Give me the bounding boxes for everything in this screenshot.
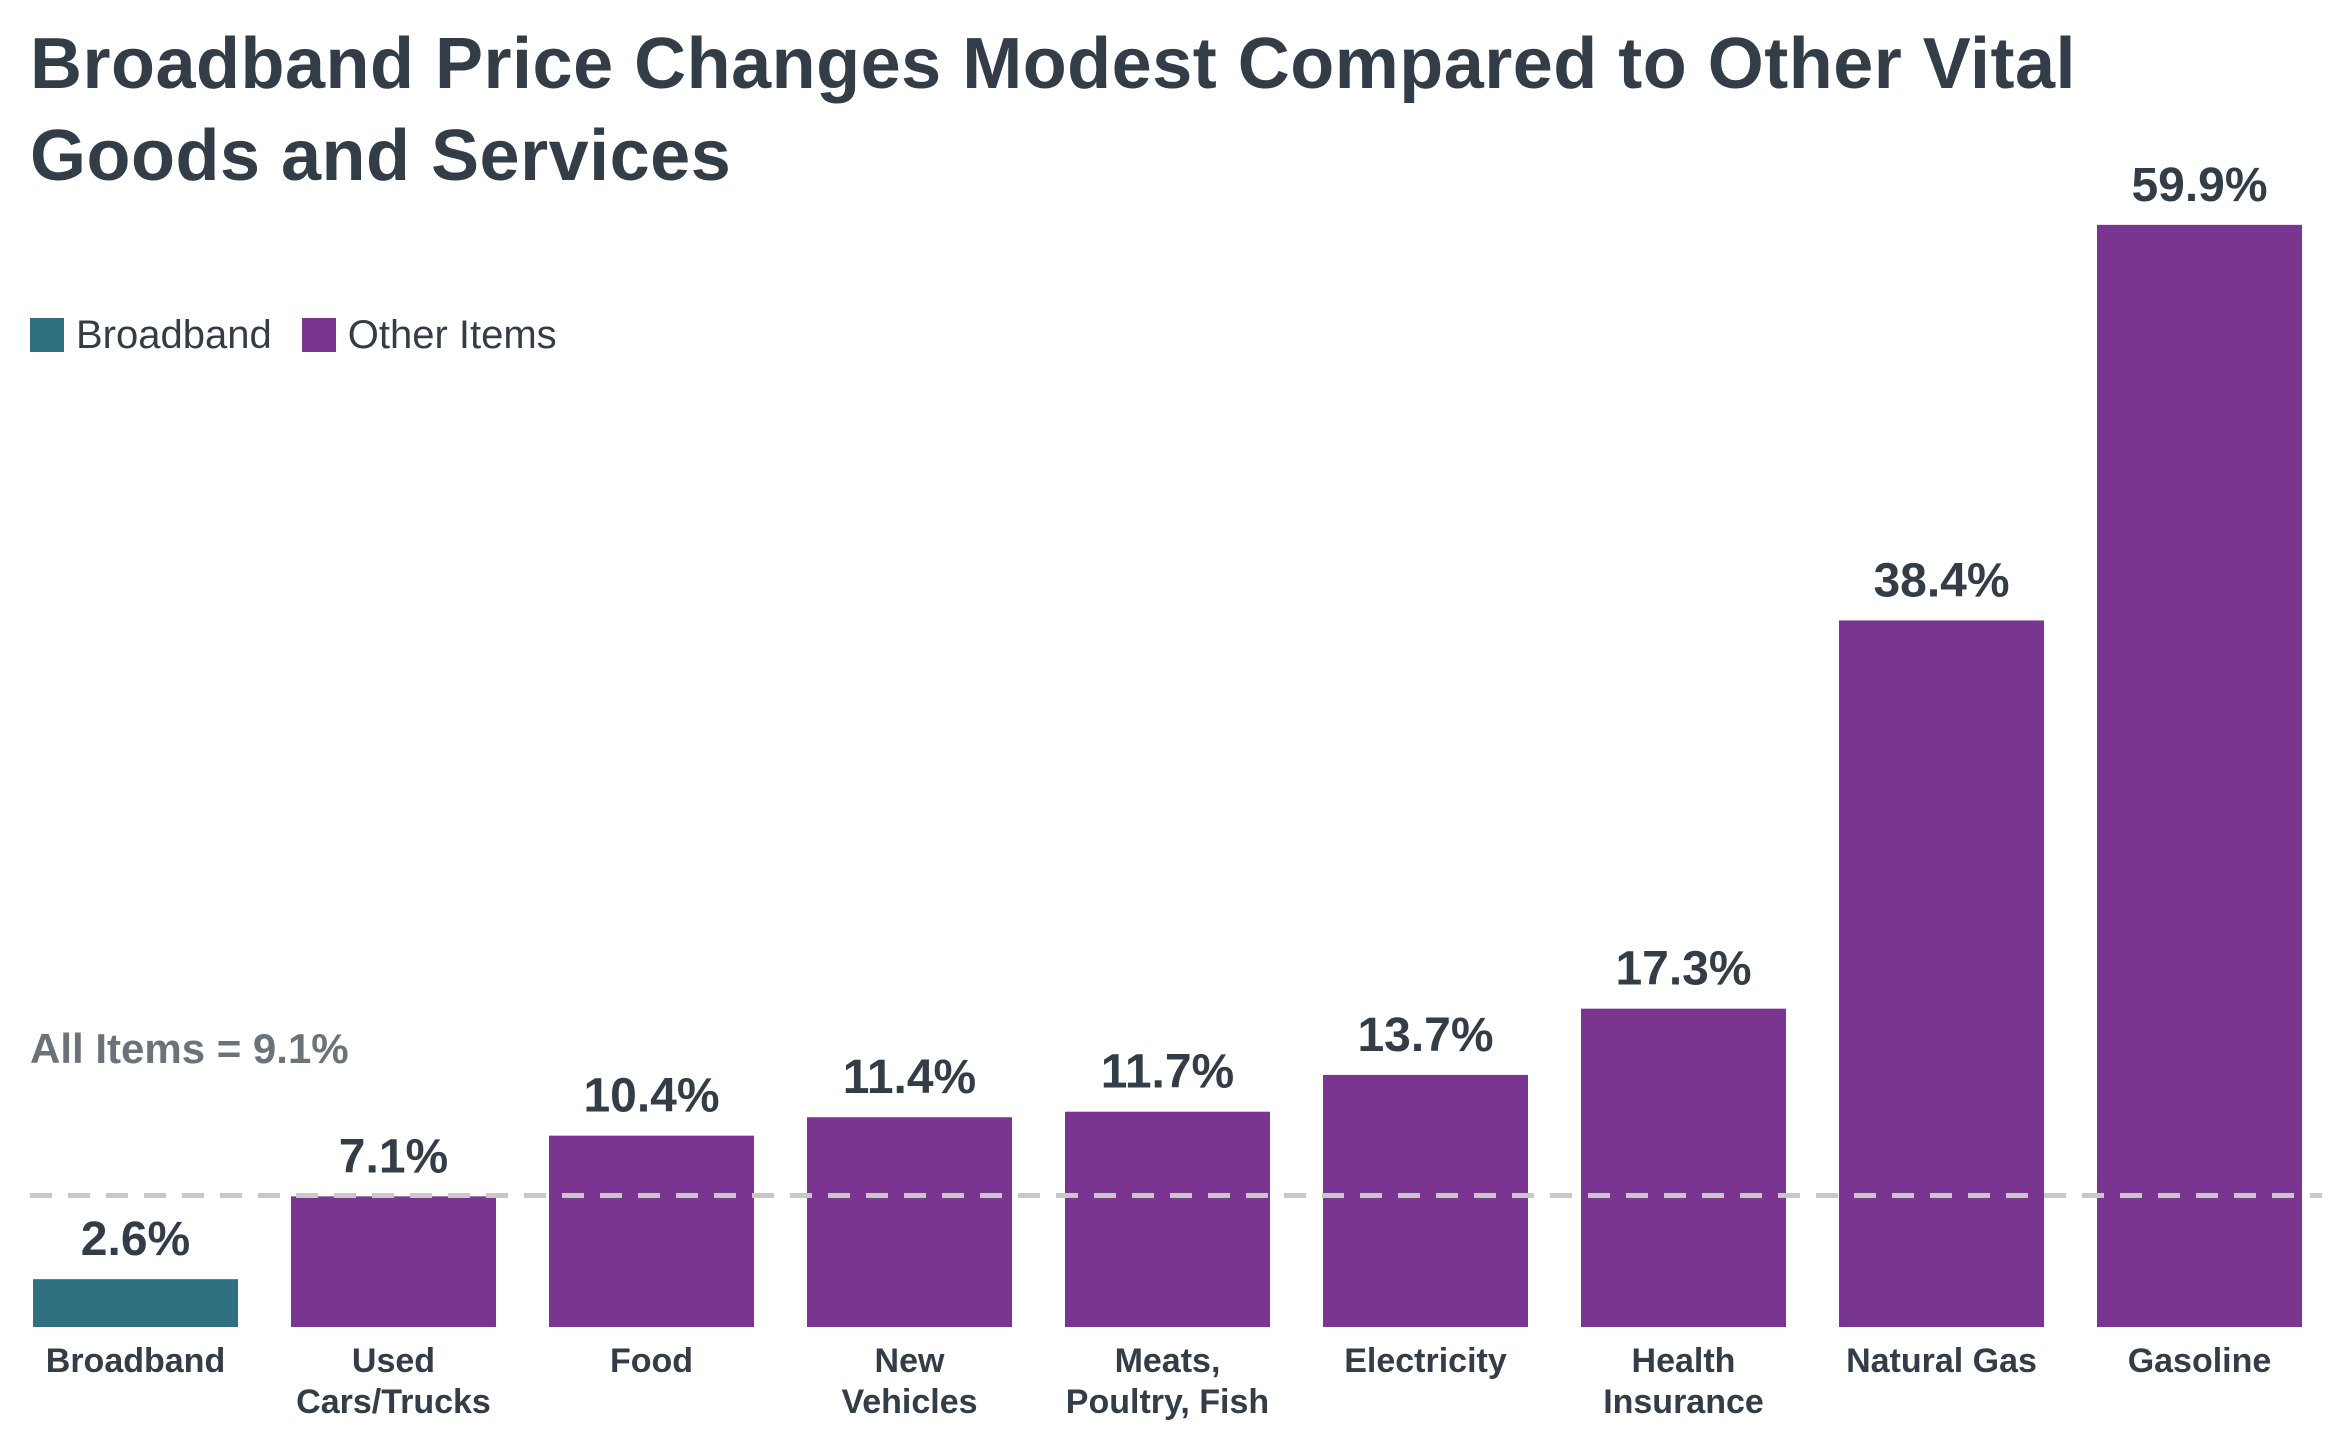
chart-title: Broadband Price Changes Modest Compared … — [30, 18, 2230, 202]
value-label-food: 10.4% — [583, 1070, 719, 1123]
category-labels-group: Broadband Used Cars/Trucks Food New Vehicles M… — [46, 1342, 2272, 1421]
all-items-reference-label: All Items = 9.1% — [30, 1025, 349, 1072]
legend-item-other-items: Other Items — [301, 312, 557, 358]
bar-new-vehicles — [807, 1117, 1012, 1327]
value-label-gasoline: 59.9% — [2131, 159, 2267, 212]
bar-food — [549, 1135, 754, 1327]
value-label-new-vehicles: 11.4% — [843, 1051, 976, 1104]
bar-broadband — [33, 1279, 238, 1327]
legend: Broadband Other Items — [30, 310, 587, 360]
value-label-natural-gas: 38.4% — [1873, 554, 2009, 607]
category-label-gasoline: Gasoline — [2128, 1342, 2272, 1380]
value-label-broadband: 2.6% — [81, 1213, 190, 1266]
category-label-health-insurance: Health Insurance — [1603, 1342, 1764, 1421]
value-label-health-insurance: 17.3% — [1615, 943, 1751, 996]
value-label-meats-poultry-fish: 11.7% — [1101, 1046, 1234, 1099]
category-label-broadband: Broadband — [46, 1342, 225, 1380]
category-label-natural-gas: Natural Gas — [1846, 1342, 2037, 1380]
chart-title-line-2: Goods and Services — [30, 116, 732, 196]
legend-swatch-other-items — [301, 318, 336, 352]
category-label-used-cars-trucks: Used Cars/Trucks — [296, 1342, 491, 1421]
bars-group — [33, 224, 2302, 1328]
category-label-electricity: Electricity — [1344, 1342, 1507, 1380]
category-label-meats-poultry-fish: Meats, Poultry, Fish — [1066, 1342, 1269, 1421]
bar-gasoline — [2097, 224, 2302, 1328]
bar-used-cars-trucks — [291, 1196, 496, 1327]
value-label-used-cars-trucks: 7.1% — [339, 1130, 448, 1183]
legend-label-broadband: Broadband — [76, 312, 272, 357]
bar-health-insurance — [1581, 1008, 1786, 1327]
bar-natural-gas — [1839, 620, 2044, 1327]
legend-label-other-items: Other Items — [347, 312, 557, 357]
legend-item-broadband: Broadband — [30, 313, 272, 358]
chart-title-line-1: Broadband Price Changes Modest Compared … — [30, 24, 2077, 104]
bar-electricity — [1323, 1074, 1528, 1327]
value-labels-group: 2.6% 7.1% 10.4% 11.4% 11.7% 13.7% 17.3% 38.4% 59… — [81, 159, 2268, 1266]
category-label-new-vehicles: New Vehicles — [841, 1342, 977, 1421]
legend-swatch-broadband — [30, 318, 64, 352]
value-label-electricity: 13.7% — [1357, 1009, 1493, 1062]
category-label-food: Food — [610, 1342, 693, 1380]
bar-meats-poultry-fish — [1065, 1111, 1270, 1327]
